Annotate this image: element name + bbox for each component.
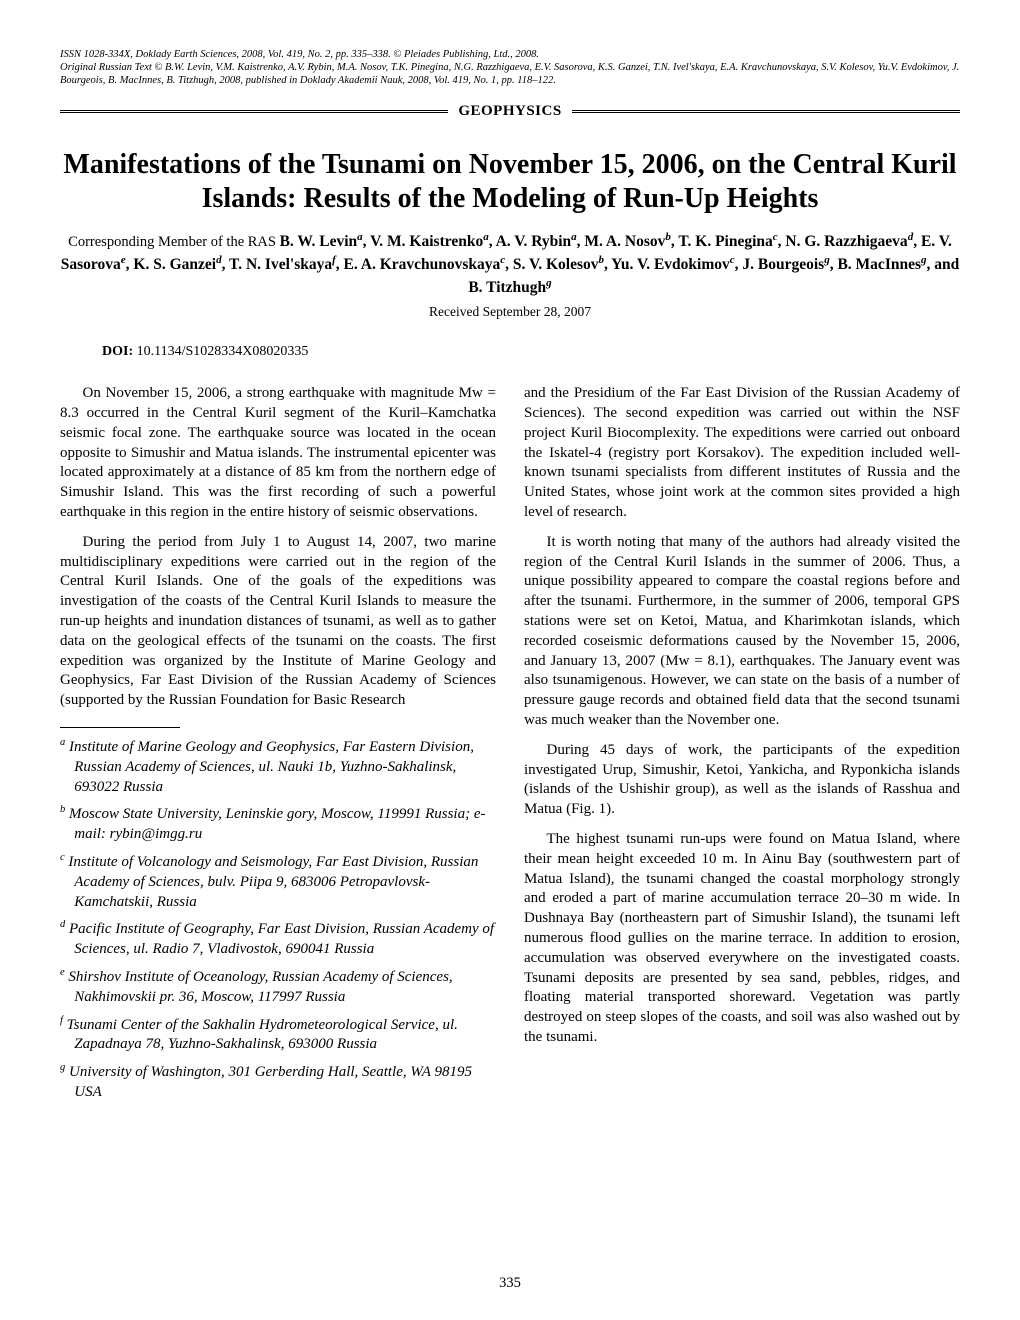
doi-line: DOI: 10.1134/S1028334X08020335 [102,343,960,362]
doi-value: 10.1134/S1028334X08020335 [137,344,309,359]
affil-d-text: Pacific Institute of Geography, Far East… [69,921,494,957]
affil-g-text: University of Washington, 301 Gerberding… [69,1064,472,1100]
body-columns: On November 15, 2006, a strong earthquak… [60,384,960,1140]
affil-e-text: Shirshov Institute of Oceanology, Russia… [68,969,452,1005]
affil-f-text: Tsunami Center of the Sakhalin Hydromete… [67,1017,458,1053]
affil-g: g University of Washington, 301 Gerberdi… [74,1061,496,1103]
affil-rule [60,727,180,728]
para-5: During 45 days of work, the participants… [524,741,960,820]
affil-d: d Pacific Institute of Geography, Far Ea… [74,918,496,960]
rule-left [60,110,448,113]
para-2: During the period from July 1 to August … [60,533,496,711]
para-3: and the Presidium of the Far East Divisi… [524,384,960,523]
authors-block: Corresponding Member of the RAS B. W. Le… [60,230,960,299]
section-label: GEOPHYSICS [448,101,571,121]
affil-a-text: Institute of Marine Geology and Geophysi… [69,739,474,795]
rule-right [572,110,960,113]
affil-a: a Institute of Marine Geology and Geophy… [74,736,496,797]
affil-b-text: Moscow State University, Leninskie gory,… [69,806,485,842]
affil-f: f Tsunami Center of the Sakhalin Hydrome… [74,1014,496,1056]
para-4: It is worth noting that many of the auth… [524,533,960,731]
received-date: Received September 28, 2007 [60,303,960,321]
section-divider: GEOPHYSICS [60,101,960,121]
affil-c-text: Institute of Volcanology and Seismology,… [68,854,478,910]
issn-line2: Original Russian Text © B.W. Levin, V.M.… [60,61,960,87]
authors-prefix: Corresponding Member of the RAS [68,234,279,250]
affil-e: e Shirshov Institute of Oceanology, Russ… [74,966,496,1008]
paper-title: Manifestations of the Tsunami on Novembe… [60,148,960,216]
affil-b: b Moscow State University, Leninskie gor… [74,803,496,845]
affil-c: c Institute of Volcanology and Seismolog… [74,851,496,912]
issn-header: ISSN 1028-334X, Doklady Earth Sciences, … [60,48,960,87]
issn-line1: ISSN 1028-334X, Doklady Earth Sciences, … [60,48,960,61]
para-1: On November 15, 2006, a strong earthquak… [60,384,496,523]
para-6: The highest tsunami run-ups were found o… [524,830,960,1048]
doi-label: DOI: [102,344,133,359]
page-number: 335 [0,1274,1020,1294]
affiliations: a Institute of Marine Geology and Geophy… [60,736,496,1103]
